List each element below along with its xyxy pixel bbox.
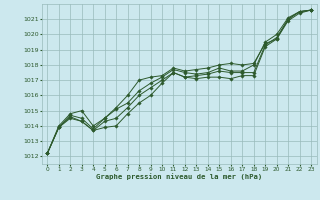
X-axis label: Graphe pression niveau de la mer (hPa): Graphe pression niveau de la mer (hPa) — [96, 173, 262, 180]
